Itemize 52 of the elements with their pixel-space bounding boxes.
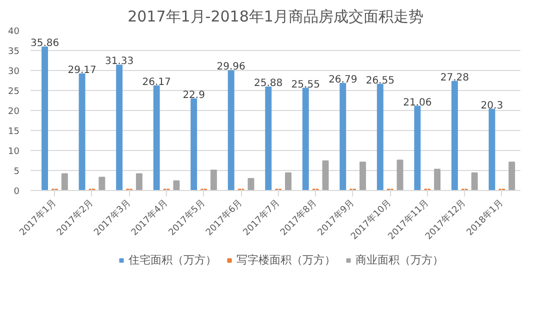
y-tick-label: 0: [14, 187, 20, 197]
legend-label: 商业面积（万方）: [356, 252, 444, 268]
data-label: 20.3: [480, 100, 504, 112]
data-label: 25.55: [291, 79, 320, 90]
bar: [210, 170, 217, 190]
data-label: 27.28: [440, 72, 469, 84]
data-label: 26.55: [366, 75, 394, 86]
bar: [116, 64, 123, 190]
data-label: 29.17: [68, 64, 96, 76]
bar: [360, 162, 366, 190]
bar: [434, 168, 441, 190]
bar: [508, 162, 516, 190]
bar: [265, 86, 272, 190]
bar: [376, 84, 384, 190]
y-tick-label: 10: [8, 147, 20, 157]
chart-title: 2017年1月-2018年1月商品房成交面积走势: [128, 8, 424, 26]
bar: [78, 73, 86, 190]
data-label: 29.96: [216, 62, 246, 73]
y-tick-label: 30: [8, 67, 20, 77]
y-tick-label: 20: [8, 107, 20, 117]
data-label: 35.86: [30, 38, 60, 50]
bar: [136, 173, 142, 190]
bar: [228, 70, 234, 190]
legend-label: 写字楼面积（万方）: [236, 252, 336, 268]
y-tick-label: 15: [8, 127, 20, 137]
legend-label: 住宅面积（万方）: [128, 252, 216, 268]
bar: [190, 98, 198, 190]
bar: [153, 85, 160, 190]
bar: [285, 172, 292, 190]
data-label: 26.17: [142, 76, 171, 88]
bar: [302, 88, 309, 190]
bar: [322, 160, 329, 190]
bar: [340, 82, 346, 190]
data-label: 21.06: [403, 97, 432, 108]
data-label: 26.79: [328, 74, 358, 86]
bar: [61, 173, 68, 190]
bar: [42, 46, 48, 190]
y-tick-label: 25: [8, 87, 20, 97]
data-label: 25.88: [254, 78, 283, 89]
bar: [488, 108, 496, 190]
y-tick-label: 40: [8, 27, 20, 37]
data-label: 31.33: [104, 56, 134, 68]
bar: [248, 178, 254, 190]
bar: [471, 172, 478, 190]
bar: [414, 106, 421, 190]
bar: [396, 160, 404, 190]
bar: [451, 80, 458, 190]
y-tick-label: 5: [14, 167, 20, 177]
data-label: 22.9: [182, 90, 205, 101]
bar: [173, 180, 180, 190]
bar: [98, 176, 106, 190]
y-tick-label: 35: [8, 47, 20, 57]
